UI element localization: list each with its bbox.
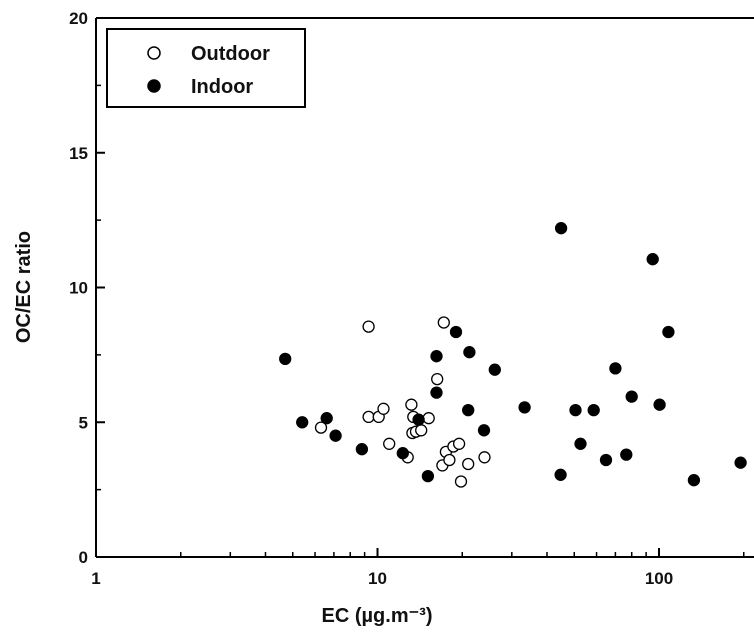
outdoor-data-point	[383, 437, 396, 450]
legend-label-indoor: Indoor	[191, 76, 253, 98]
indoor-data-point	[587, 403, 600, 417]
x-tick-label: 100	[645, 569, 673, 588]
y-tick-label: 0	[79, 548, 88, 567]
indoor-data-point	[463, 346, 476, 359]
indoor-data-point	[734, 456, 747, 469]
indoor-data-point	[296, 416, 309, 429]
outdoor-data-point	[437, 316, 450, 329]
legend-box	[106, 28, 306, 108]
x-tick-label: 1	[91, 569, 100, 588]
outdoor-data-point	[452, 437, 466, 450]
x-tick-label: 10	[368, 569, 387, 588]
outdoor-data-point	[362, 410, 375, 424]
y-tick-label: 10	[69, 279, 88, 298]
indoor-data-point	[449, 325, 463, 339]
indoor-data-point	[599, 453, 613, 467]
indoor-data-point	[653, 398, 666, 411]
indoor-data-point	[646, 253, 659, 266]
outdoor-data-point	[431, 372, 444, 386]
indoor-data-point	[518, 401, 531, 414]
outdoor-data-point	[422, 412, 435, 425]
outdoor-data-point	[462, 457, 475, 471]
indoor-data-point	[574, 437, 587, 450]
indoor-data-point	[355, 443, 369, 456]
indoor-data-point	[396, 447, 409, 460]
outdoor-data-point	[478, 451, 491, 464]
indoor-data-point	[412, 413, 425, 426]
series-indoor	[279, 222, 747, 487]
outdoor-data-point	[377, 402, 390, 415]
legend-marker-outdoor	[147, 46, 161, 60]
indoor-data-point	[662, 325, 675, 339]
legend: Outdoor Indoor	[106, 28, 306, 108]
indoor-data-point	[488, 363, 501, 376]
data-points	[279, 222, 747, 488]
indoor-data-point	[421, 469, 435, 483]
indoor-data-point	[569, 403, 582, 417]
indoor-data-point	[430, 386, 443, 399]
y-tick-label: 15	[69, 144, 88, 163]
outdoor-data-point	[454, 475, 468, 488]
y-tick-label: 5	[79, 413, 88, 432]
indoor-data-point	[462, 403, 475, 417]
axis-ticks	[95, 17, 745, 558]
indoor-data-point	[430, 350, 443, 363]
indoor-data-point	[329, 429, 342, 442]
indoor-data-point	[320, 412, 333, 425]
indoor-data-point	[625, 390, 638, 403]
series-outdoor	[314, 316, 491, 488]
legend-marker-indoor	[147, 79, 161, 93]
x-axis-title: EC (µg.m⁻³)	[322, 605, 433, 627]
y-axis-title: OC/EC ratio	[13, 231, 35, 343]
outdoor-data-point	[314, 421, 328, 434]
tick-labels: 0 5 10 15 20 1 10 100	[69, 9, 673, 588]
indoor-data-point	[620, 448, 633, 461]
outdoor-data-point	[405, 398, 418, 411]
outdoor-data-point	[362, 320, 375, 333]
indoor-data-point	[609, 362, 622, 375]
indoor-data-point	[554, 222, 568, 235]
indoor-data-point	[554, 468, 567, 481]
indoor-data-point	[279, 352, 292, 366]
outdoor-data-point	[415, 424, 428, 437]
indoor-data-point	[477, 424, 491, 437]
outdoor-data-point	[443, 453, 456, 467]
legend-label-outdoor: Outdoor	[191, 43, 270, 65]
y-tick-label: 20	[69, 9, 88, 28]
indoor-data-point	[687, 474, 701, 487]
